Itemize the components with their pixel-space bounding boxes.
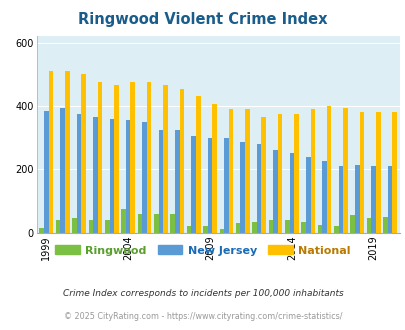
Bar <box>294 114 298 233</box>
Bar <box>219 229 224 233</box>
Bar <box>153 214 158 233</box>
Bar <box>191 136 196 233</box>
Bar <box>284 220 289 233</box>
Bar <box>359 112 363 233</box>
Bar <box>382 217 387 233</box>
Bar <box>387 166 391 233</box>
Bar <box>212 104 216 233</box>
Bar <box>343 108 347 233</box>
Bar <box>105 220 109 233</box>
Bar <box>60 108 65 233</box>
Bar <box>252 221 256 233</box>
Bar <box>142 122 147 233</box>
Bar <box>277 114 282 233</box>
Bar <box>65 71 69 233</box>
Bar <box>98 82 102 233</box>
Bar <box>163 85 167 233</box>
Bar <box>126 120 130 233</box>
Bar <box>77 114 81 233</box>
Legend: Ringwood, New Jersey, National: Ringwood, New Jersey, National <box>51 241 354 260</box>
Bar <box>350 215 354 233</box>
Bar <box>196 96 200 233</box>
Bar <box>273 150 277 233</box>
Bar <box>158 130 163 233</box>
Bar <box>49 71 53 233</box>
Bar <box>39 228 44 233</box>
Bar <box>326 106 330 233</box>
Text: © 2025 CityRating.com - https://www.cityrating.com/crime-statistics/: © 2025 CityRating.com - https://www.city… <box>64 312 341 321</box>
Bar <box>121 209 126 233</box>
Bar <box>366 218 371 233</box>
Bar <box>354 165 359 233</box>
Text: Ringwood Violent Crime Index: Ringwood Violent Crime Index <box>78 12 327 26</box>
Bar <box>186 226 191 233</box>
Bar <box>93 117 98 233</box>
Bar <box>338 166 343 233</box>
Bar <box>202 226 207 233</box>
Bar <box>268 220 273 233</box>
Bar <box>310 109 314 233</box>
Bar <box>391 112 396 233</box>
Bar <box>224 138 228 233</box>
Bar <box>56 220 60 233</box>
Bar <box>322 161 326 233</box>
Bar <box>114 85 118 233</box>
Bar <box>375 112 379 233</box>
Bar <box>72 218 77 233</box>
Bar <box>170 214 175 233</box>
Bar <box>317 225 322 233</box>
Bar <box>301 221 305 233</box>
Bar <box>228 109 233 233</box>
Bar <box>147 82 151 233</box>
Bar <box>179 88 184 233</box>
Bar <box>137 214 142 233</box>
Bar <box>305 157 310 233</box>
Bar <box>333 226 338 233</box>
Text: Crime Index corresponds to incidents per 100,000 inhabitants: Crime Index corresponds to incidents per… <box>62 289 343 298</box>
Bar <box>235 223 240 233</box>
Bar <box>130 82 135 233</box>
Bar <box>240 142 245 233</box>
Bar <box>371 166 375 233</box>
Bar <box>256 144 261 233</box>
Bar <box>245 109 249 233</box>
Bar <box>175 130 179 233</box>
Bar <box>88 220 93 233</box>
Bar <box>109 119 114 233</box>
Bar <box>44 111 49 233</box>
Bar <box>289 153 294 233</box>
Bar <box>261 117 265 233</box>
Bar <box>81 74 86 233</box>
Bar <box>207 138 212 233</box>
